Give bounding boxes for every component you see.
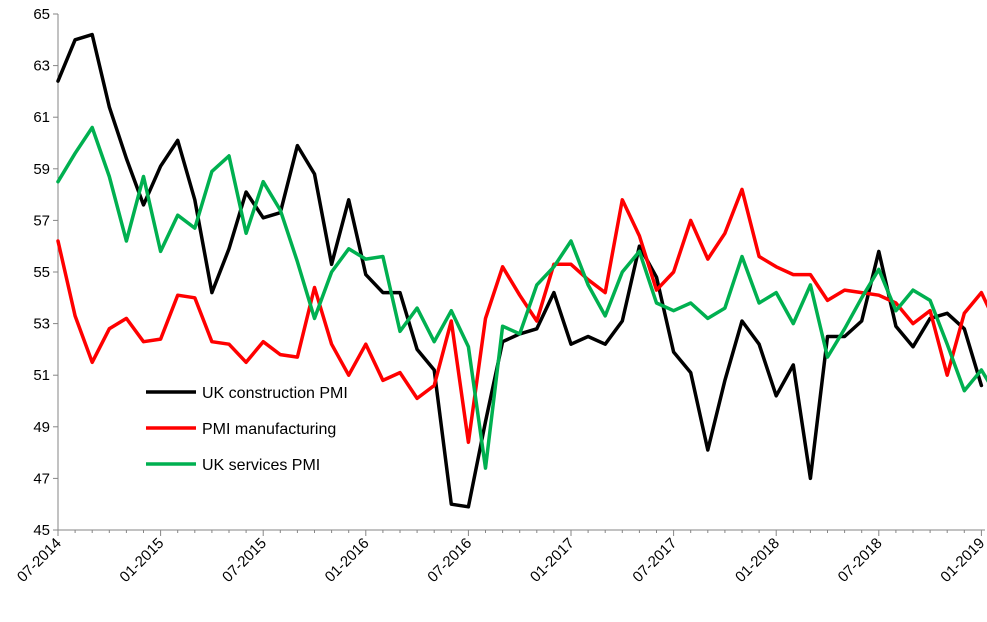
y-tick-label: 47: [33, 470, 50, 487]
y-tick-label: 51: [33, 367, 50, 384]
series-line-1: [56, 32, 984, 509]
series-line-3: [56, 125, 987, 470]
y-tick-label: 49: [33, 419, 50, 436]
y-tick-label: 53: [33, 316, 50, 333]
legend-label: UK services PMI: [202, 457, 320, 474]
legend-label: UK construction PMI: [202, 385, 348, 402]
y-axis: 45 47 49 51 53 55 57 59 61 63 65: [33, 6, 59, 539]
x-tick-label: 07-2015: [219, 535, 270, 586]
y-tick-label: 61: [33, 109, 50, 126]
x-tick-label: 07-2018: [835, 535, 886, 586]
x-axis: 07-2014 01-2015 07-2015 01-2016 07-2016 01-20…: [14, 529, 987, 586]
y-tick-label: 57: [33, 212, 50, 229]
x-tick-label: 07-2016: [424, 535, 475, 586]
series-lines: [56, 32, 987, 509]
x-tick-label: 01-2018: [732, 535, 783, 586]
x-tick-label: 01-2019: [937, 535, 987, 586]
series-line-2: [56, 187, 987, 445]
legend: UK construction PMI PMI manufacturing UK s…: [146, 385, 348, 474]
legend-label: PMI manufacturing: [202, 421, 336, 438]
x-tick-label: 01-2015: [116, 535, 167, 586]
x-tick-label: 07-2017: [629, 535, 680, 586]
y-tick-label: 63: [33, 58, 50, 75]
x-tick-label: 01-2016: [322, 535, 373, 586]
y-tick-label: 45: [33, 522, 50, 539]
y-tick-label: 59: [33, 161, 50, 178]
x-tick-label: 01-2017: [527, 535, 578, 586]
y-tick-label: 65: [33, 6, 50, 23]
x-tick-label: 07-2014: [14, 535, 65, 586]
y-tick-label: 55: [33, 264, 50, 281]
